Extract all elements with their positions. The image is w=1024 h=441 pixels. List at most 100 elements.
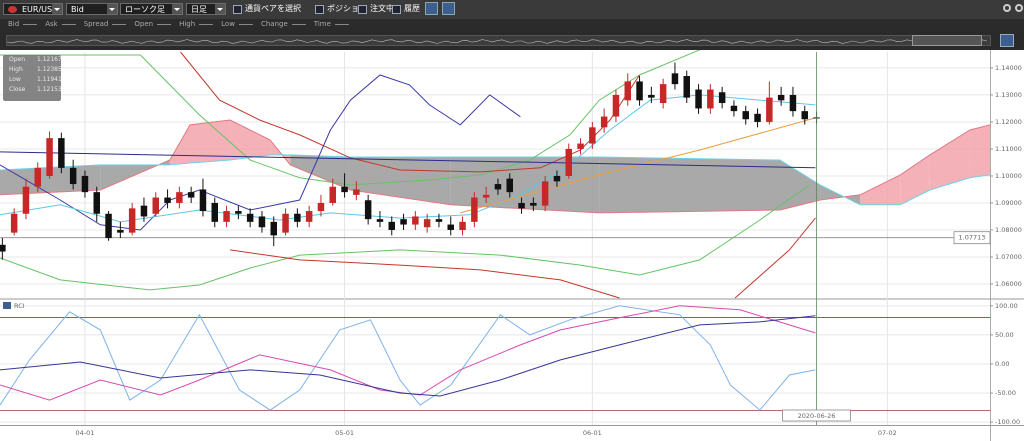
candle-body xyxy=(695,89,702,109)
panel-title-icon xyxy=(3,302,11,309)
candle-body xyxy=(766,97,773,122)
x-tick-label: 07-02 xyxy=(878,429,897,437)
axis-panel xyxy=(990,50,1024,441)
ohlc-label: Open xyxy=(9,56,26,63)
candle-body xyxy=(742,111,749,120)
settings-button[interactable] xyxy=(1015,4,1023,12)
candle-body xyxy=(211,202,219,222)
candle-body xyxy=(636,81,643,101)
legend-item: Time xyxy=(314,19,349,30)
candle-body xyxy=(34,167,42,187)
select-pair-button[interactable]: 通貨ペアを選択 xyxy=(233,3,301,15)
candle-body xyxy=(707,89,714,109)
cloud-fill xyxy=(900,154,930,205)
cloud-fill xyxy=(350,157,451,205)
y-tick-label: -50.00 xyxy=(995,389,1016,397)
pair-select[interactable]: EUR/USD xyxy=(3,3,63,15)
candle-body xyxy=(600,116,608,128)
price-select[interactable]: Bid xyxy=(66,3,118,15)
candle-body xyxy=(777,94,785,101)
candle-body xyxy=(754,113,761,122)
candle-body xyxy=(659,84,667,104)
legend-line xyxy=(23,23,38,25)
legend-line xyxy=(199,23,214,25)
tool-button[interactable] xyxy=(425,2,438,15)
candle-body xyxy=(223,211,230,222)
indicator-line xyxy=(460,117,816,214)
candle-body xyxy=(671,73,679,85)
legend-line xyxy=(334,23,349,25)
candle-body xyxy=(270,221,277,236)
y-tick-label: 0.00 xyxy=(995,360,1009,368)
period-select[interactable]: 日足 xyxy=(186,3,226,15)
cloud-fill xyxy=(860,174,901,205)
candle-body xyxy=(235,211,242,214)
x-tick-label: 05-01 xyxy=(335,429,354,437)
candle-body xyxy=(471,197,478,222)
legend-line xyxy=(291,23,306,25)
candle-body xyxy=(423,219,431,228)
candle-body xyxy=(10,213,18,233)
candle-body xyxy=(22,186,30,214)
candle-body xyxy=(81,175,89,193)
candle-body xyxy=(435,219,443,222)
toolbar: EUR/USD Bid ローソク足 日足 通貨ペアを選択 ポジション 注文中 履… xyxy=(0,0,1024,19)
candle-body xyxy=(730,105,738,112)
candle-body xyxy=(494,184,502,190)
candle-body xyxy=(789,94,797,112)
indicator-line xyxy=(0,94,816,223)
position-check[interactable]: ポジション xyxy=(315,3,367,15)
tool-button[interactable] xyxy=(442,2,455,15)
legend-item: Spread xyxy=(84,19,127,30)
ohlc-row: High 1.12385 xyxy=(3,65,62,75)
candle-body xyxy=(648,94,655,98)
legend-item: Bid xyxy=(8,19,38,30)
candle-body xyxy=(482,194,490,198)
candle-body xyxy=(364,200,372,220)
y-tick-label: 50.00 xyxy=(995,331,1014,339)
pair-text: EUR/USD xyxy=(22,5,59,14)
y-tick-label: 1.13000 xyxy=(995,91,1022,99)
chart-type-select[interactable]: ローソク足 xyxy=(120,3,183,15)
y-tick-label: 1.11000 xyxy=(995,145,1022,153)
ohlc-box: Open 1.12167 High 1.12385 Low 1.11941 Close 1.1… xyxy=(3,55,62,101)
candle-body xyxy=(412,216,419,225)
candle-body xyxy=(589,127,596,144)
navigator xyxy=(0,30,1024,50)
indicator-line xyxy=(0,151,816,169)
navigator-line xyxy=(7,39,988,44)
y-tick-label: 1.06000 xyxy=(995,280,1022,288)
panel-title: RCI xyxy=(14,302,25,310)
orders-check[interactable]: 注文中 xyxy=(358,3,394,15)
legend-line xyxy=(112,23,127,25)
candle-body xyxy=(341,186,348,193)
legend-item: Change xyxy=(261,19,306,30)
navigator-window[interactable] xyxy=(912,35,982,46)
candle-body xyxy=(388,221,395,230)
history-check[interactable]: 履歴 xyxy=(392,3,420,15)
cloud-edge xyxy=(0,119,991,214)
candle-body xyxy=(128,208,136,233)
navigator-button[interactable] xyxy=(1000,34,1014,47)
cloud-fill xyxy=(929,130,970,190)
x-tick-label: 04-01 xyxy=(76,429,95,437)
legend-line xyxy=(157,23,172,25)
candle-body xyxy=(612,94,620,117)
candle-body xyxy=(541,181,549,206)
settings-button[interactable] xyxy=(1003,4,1011,12)
candle-body xyxy=(187,192,195,198)
candle-body xyxy=(624,81,631,101)
candle-body xyxy=(506,178,513,193)
cloud-edge xyxy=(0,154,991,206)
y-tick-label: 1.10000 xyxy=(995,172,1022,180)
candle-body xyxy=(152,197,160,214)
candle-body xyxy=(683,76,690,98)
price-label: 1.07713 xyxy=(959,234,986,242)
ohlc-value: 1.12167 xyxy=(37,56,62,63)
ohlc-value: 1.12385 xyxy=(37,66,62,73)
y-tick-label: 1.08000 xyxy=(995,226,1022,234)
candle-body xyxy=(164,197,171,203)
